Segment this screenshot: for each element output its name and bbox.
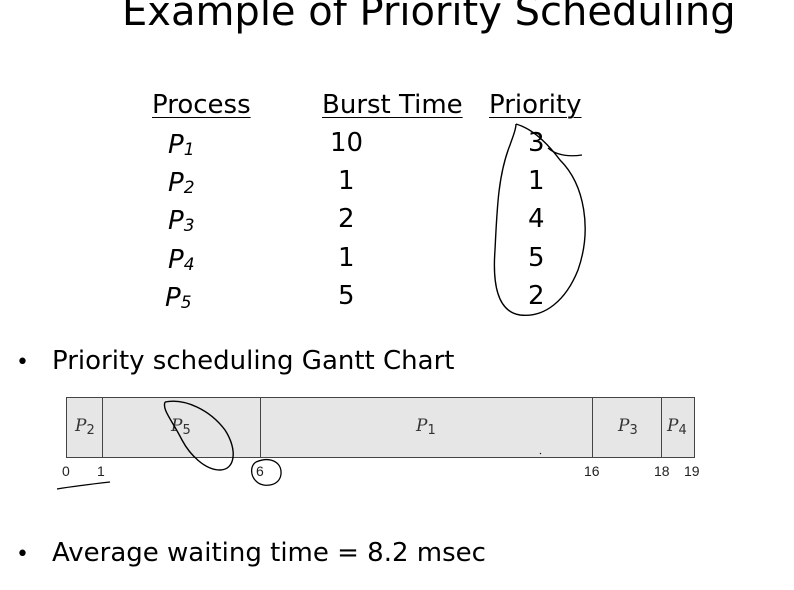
priority-cell-p1: 3: [528, 128, 545, 158]
gantt-label-p3: P3: [618, 416, 638, 438]
slide-title: Example of Priority Scheduling: [122, 0, 736, 35]
gantt-tick-18: 18: [654, 463, 670, 479]
process-subscript: 4: [183, 255, 195, 275]
average-waiting-text: Average waiting time = 8.2 msec: [52, 538, 486, 568]
priority-cell-p2: 1: [528, 166, 545, 196]
process-cell-p2: P2: [168, 168, 195, 201]
process-cell-p3: P3: [168, 206, 195, 239]
burst-cell-p1: 10: [330, 128, 364, 158]
process-letter: P: [168, 130, 184, 160]
header-process: Process: [152, 90, 251, 120]
burst-cell-p3: 2: [338, 204, 355, 234]
process-subscript: 3: [183, 216, 195, 236]
priority-hook-stroke: [547, 147, 583, 157]
gantt-segment-p5: P5: [102, 398, 261, 457]
gantt-tick-6: 6: [256, 463, 264, 479]
gantt-segment-p2: P2: [67, 398, 102, 457]
process-subscript: 5: [180, 293, 192, 313]
priority-cell-p5: 2: [528, 281, 545, 311]
gantt-chart: P2 P5 P1 P3 P4: [66, 397, 695, 458]
gantt-label-p1: P1: [416, 416, 436, 438]
bullet-gantt-heading: • Priority scheduling Gantt Chart: [16, 346, 454, 378]
header-priority: Priority: [489, 90, 582, 120]
gantt-label-p5: P5: [171, 416, 191, 438]
gantt-segment-p3: P3: [592, 398, 662, 457]
gantt-label-p4: P4: [667, 416, 687, 438]
bullet-symbol: •: [16, 542, 29, 567]
underline-0-1-stroke: [56, 481, 111, 490]
process-cell-p4: P4: [168, 245, 195, 278]
gantt-tick-0: 0: [62, 463, 70, 479]
process-letter: P: [165, 283, 181, 313]
gantt-tick-16: 16: [584, 463, 600, 479]
burst-cell-p4: 1: [338, 243, 355, 273]
priority-cell-p3: 4: [528, 204, 545, 234]
process-letter: P: [168, 206, 184, 236]
burst-cell-p5: 5: [338, 281, 355, 311]
gantt-label-p2: P2: [75, 416, 95, 438]
process-letter: P: [168, 168, 184, 198]
gantt-tick-19: 19: [684, 463, 700, 479]
process-subscript: 2: [183, 178, 195, 198]
process-cell-p5: P5: [165, 283, 192, 316]
priority-cell-p4: 5: [528, 243, 545, 273]
header-burst-time: Burst Time: [322, 90, 463, 120]
bullet-average-waiting: • Average waiting time = 8.2 msec: [16, 538, 486, 570]
gantt-heading-text: Priority scheduling Gantt Chart: [52, 346, 455, 376]
process-letter: P: [168, 245, 184, 275]
gantt-segment-p4: P4: [661, 398, 695, 457]
bullet-symbol: •: [16, 350, 29, 375]
process-cell-p1: P1: [168, 130, 195, 163]
process-subscript: 1: [183, 140, 195, 160]
gantt-segment-p1: P1: [260, 398, 593, 457]
gantt-tick-1: 1: [97, 463, 105, 479]
burst-cell-p2: 1: [338, 166, 355, 196]
